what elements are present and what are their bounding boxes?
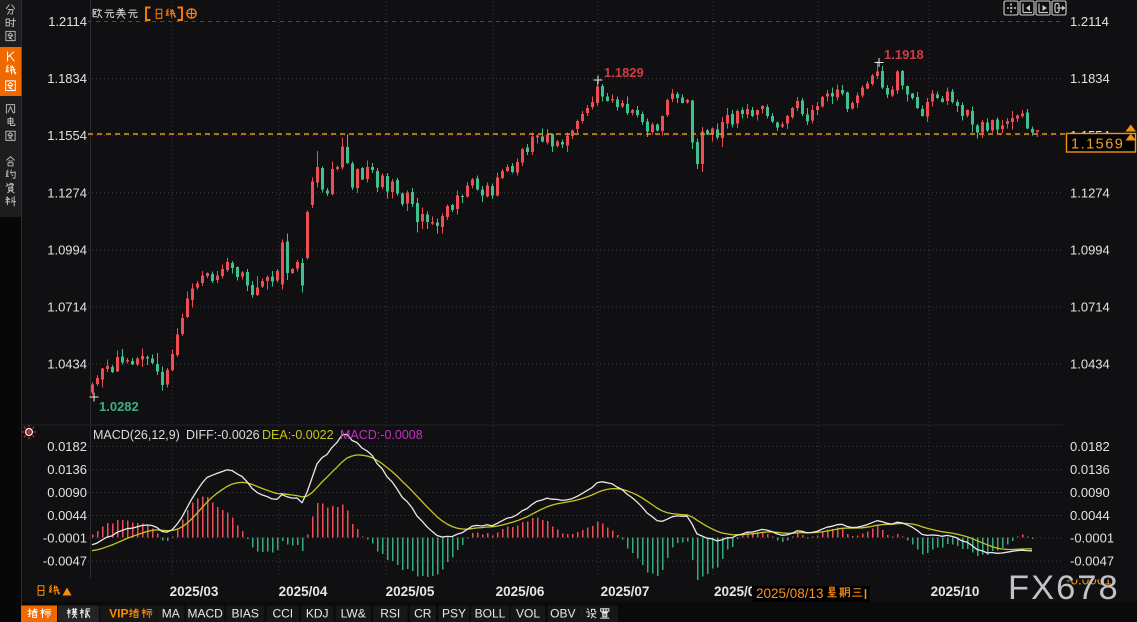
svg-text:-0.0001: -0.0001 bbox=[43, 531, 87, 546]
svg-text:VIP: VIP bbox=[109, 607, 128, 621]
svg-text:0.0182: 0.0182 bbox=[47, 439, 87, 454]
svg-text:RSI: RSI bbox=[380, 607, 400, 621]
svg-text:MACD:-0.0008: MACD:-0.0008 bbox=[340, 428, 423, 442]
svg-text:1.1834: 1.1834 bbox=[47, 71, 87, 86]
svg-text:BIAS: BIAS bbox=[232, 607, 259, 621]
svg-text:MACD(26,12,9): MACD(26,12,9) bbox=[93, 428, 180, 442]
svg-text:KDJ: KDJ bbox=[306, 607, 329, 621]
svg-text:FX678: FX678 bbox=[1008, 569, 1120, 607]
svg-text:0.0182: 0.0182 bbox=[1070, 439, 1110, 454]
svg-text:2025/04: 2025/04 bbox=[279, 584, 328, 599]
svg-text:1.1829: 1.1829 bbox=[604, 65, 644, 80]
svg-text:DEA:-0.0022: DEA:-0.0022 bbox=[262, 428, 334, 442]
svg-text:CR: CR bbox=[414, 607, 432, 621]
svg-text:1.0714: 1.0714 bbox=[47, 300, 87, 315]
svg-text:0.0090: 0.0090 bbox=[1070, 485, 1110, 500]
svg-text:1.1834: 1.1834 bbox=[1070, 71, 1110, 86]
svg-text:1.1274: 1.1274 bbox=[1070, 185, 1110, 200]
svg-text:1.0714: 1.0714 bbox=[1070, 300, 1110, 315]
svg-text:2025/0: 2025/0 bbox=[714, 584, 755, 599]
svg-text:1.1274: 1.1274 bbox=[47, 185, 87, 200]
svg-text:1.2114: 1.2114 bbox=[48, 14, 87, 29]
svg-text:1.0994: 1.0994 bbox=[1070, 242, 1110, 257]
svg-text:1.1569: 1.1569 bbox=[1071, 137, 1124, 153]
svg-text:2025/05: 2025/05 bbox=[386, 584, 435, 599]
svg-text:1.0994: 1.0994 bbox=[47, 242, 87, 257]
svg-text:DIFF:-0.0026: DIFF:-0.0026 bbox=[186, 428, 260, 442]
svg-text:2025/10: 2025/10 bbox=[931, 584, 980, 599]
svg-text:MA: MA bbox=[162, 607, 180, 621]
svg-text:PSY: PSY bbox=[442, 607, 466, 621]
svg-text:2025/08/13: 2025/08/13 bbox=[756, 586, 824, 601]
svg-text:MACD: MACD bbox=[188, 607, 224, 621]
svg-text:-0.0001: -0.0001 bbox=[1070, 531, 1114, 546]
svg-text:BOLL: BOLL bbox=[475, 607, 506, 621]
svg-text:1.1554: 1.1554 bbox=[47, 128, 87, 143]
svg-text:2025/03: 2025/03 bbox=[170, 584, 219, 599]
svg-text:CCI: CCI bbox=[272, 607, 293, 621]
svg-text:0.0136: 0.0136 bbox=[47, 462, 87, 477]
svg-text:1.2114: 1.2114 bbox=[1070, 14, 1109, 29]
svg-text:0.0090: 0.0090 bbox=[47, 485, 87, 500]
svg-text:OBV: OBV bbox=[550, 607, 575, 621]
svg-text:VOL: VOL bbox=[516, 607, 540, 621]
svg-text:1.0434: 1.0434 bbox=[1070, 357, 1110, 372]
svg-text:0.0044: 0.0044 bbox=[1070, 508, 1110, 523]
svg-text:0.0044: 0.0044 bbox=[47, 508, 87, 523]
svg-text:1.1918: 1.1918 bbox=[884, 47, 924, 62]
svg-text:LW&: LW& bbox=[341, 607, 366, 621]
svg-text:1.0434: 1.0434 bbox=[47, 357, 87, 372]
svg-text:2025/07: 2025/07 bbox=[601, 584, 650, 599]
svg-text:1.0282: 1.0282 bbox=[99, 399, 139, 414]
svg-text:0.0136: 0.0136 bbox=[1070, 462, 1110, 477]
svg-text:-0.0047: -0.0047 bbox=[43, 554, 87, 569]
svg-text:-0.0047: -0.0047 bbox=[1070, 554, 1114, 569]
svg-text:2025/06: 2025/06 bbox=[496, 584, 545, 599]
